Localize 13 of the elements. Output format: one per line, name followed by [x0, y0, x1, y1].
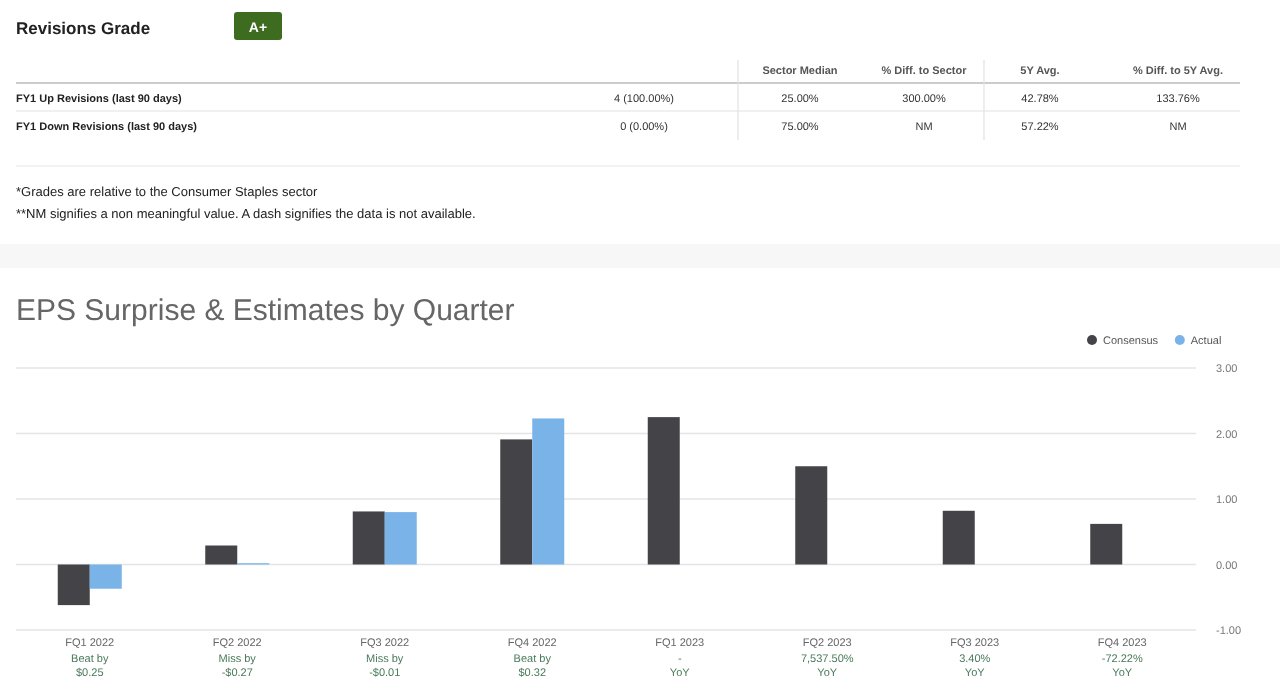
bar: [500, 439, 533, 565]
text: Revisions Grade: [16, 18, 151, 38]
bar: [89, 564, 122, 589]
bar: [205, 545, 238, 565]
bar: [942, 510, 975, 565]
bar: [57, 564, 90, 606]
bar: [1090, 523, 1123, 565]
bar: [647, 417, 680, 565]
bar: [795, 466, 828, 565]
bar: [532, 418, 565, 565]
bar: [384, 512, 417, 565]
chart-title: EPS Surprise & Estimates by Quarter: [16, 294, 515, 328]
bar: [352, 511, 385, 565]
